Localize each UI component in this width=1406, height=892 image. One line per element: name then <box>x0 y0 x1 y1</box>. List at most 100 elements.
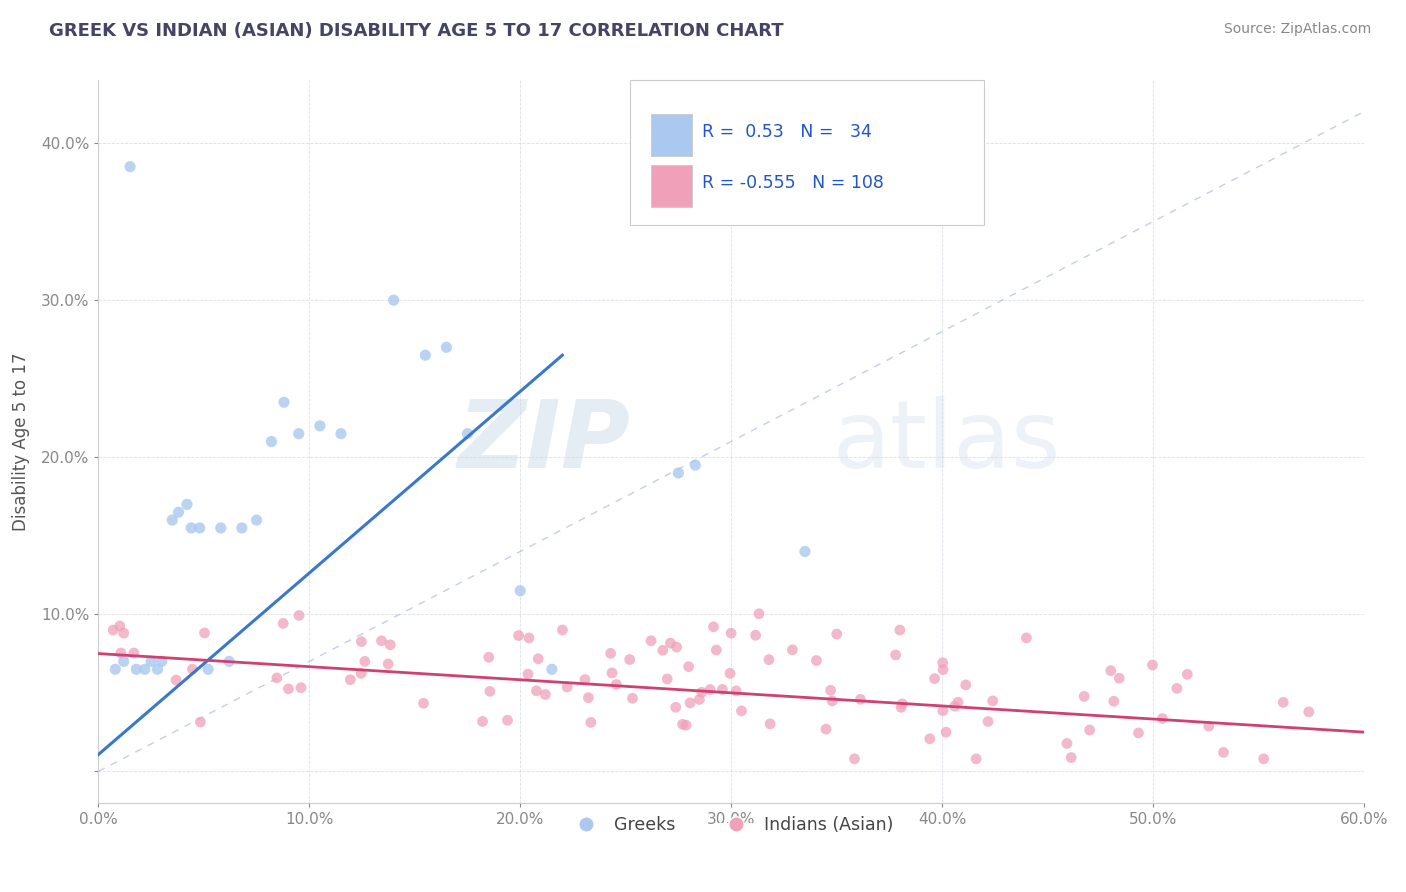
Point <box>527 652 550 666</box>
Legend: Greeks, Indians (Asian): Greeks, Indians (Asian) <box>562 809 900 841</box>
Y-axis label: Disability Age 5 to 17: Disability Age 5 to 17 <box>11 352 30 531</box>
Point <box>918 731 941 746</box>
Point <box>287 426 309 441</box>
Point <box>977 714 1000 729</box>
Point <box>1108 671 1130 685</box>
Point <box>120 160 141 174</box>
Point <box>955 678 977 692</box>
Point <box>103 623 125 637</box>
Point <box>146 662 169 676</box>
Point <box>651 643 673 657</box>
Point <box>910 199 932 213</box>
Point <box>370 633 392 648</box>
Point <box>456 426 478 441</box>
Point <box>1060 750 1083 764</box>
FancyBboxPatch shape <box>651 165 692 207</box>
Point <box>924 672 946 686</box>
Point <box>725 684 748 698</box>
Point <box>309 418 332 433</box>
Point <box>412 696 434 710</box>
Text: ZIP: ZIP <box>457 395 630 488</box>
Point <box>1128 726 1150 740</box>
Point <box>540 662 562 676</box>
Point <box>1166 681 1188 696</box>
Point <box>517 631 540 645</box>
Point <box>965 752 987 766</box>
Point <box>436 340 458 354</box>
Point <box>935 725 957 739</box>
Point <box>534 688 557 702</box>
Point <box>350 634 373 648</box>
Point <box>339 673 361 687</box>
Point <box>1253 752 1275 766</box>
Point <box>273 395 295 409</box>
Point <box>946 695 969 709</box>
Point <box>478 684 501 698</box>
Text: GREEK VS INDIAN (ASIAN) DISABILITY AGE 5 TO 17 CORRELATION CHART: GREEK VS INDIAN (ASIAN) DISABILITY AGE 5… <box>49 22 783 40</box>
Point <box>330 426 353 441</box>
Point <box>517 667 540 681</box>
Point <box>555 680 578 694</box>
Point <box>1198 719 1220 733</box>
Point <box>108 619 131 633</box>
Point <box>702 620 724 634</box>
Point <box>110 646 132 660</box>
Point <box>413 348 436 362</box>
Point <box>509 583 531 598</box>
Point <box>209 521 232 535</box>
Point <box>190 715 212 730</box>
Point <box>806 654 828 668</box>
Point <box>579 715 602 730</box>
Point <box>1073 690 1095 704</box>
Point <box>576 690 599 705</box>
Point <box>640 633 662 648</box>
Point <box>1015 631 1038 645</box>
Point <box>759 717 782 731</box>
Point <box>574 673 596 687</box>
Point <box>718 666 741 681</box>
Point <box>167 505 190 519</box>
Point <box>671 717 693 731</box>
Point <box>711 682 734 697</box>
Point <box>260 434 283 449</box>
Point <box>932 704 955 718</box>
Point <box>290 681 312 695</box>
Point <box>377 657 399 671</box>
Point <box>382 293 405 308</box>
Point <box>744 628 766 642</box>
Point <box>814 722 837 736</box>
Point <box>665 700 688 714</box>
Point <box>849 692 872 706</box>
Point <box>231 521 253 535</box>
Point <box>125 662 148 676</box>
Point <box>551 623 574 637</box>
Point <box>1152 712 1174 726</box>
Text: R =  0.53   N =   34: R = 0.53 N = 34 <box>702 123 872 141</box>
Text: R = -0.555   N = 108: R = -0.555 N = 108 <box>702 174 884 192</box>
Point <box>508 628 530 642</box>
Point <box>675 718 697 732</box>
Point <box>891 697 914 711</box>
Point <box>150 655 173 669</box>
Point <box>181 662 204 676</box>
Point <box>621 691 644 706</box>
Point <box>104 662 127 676</box>
FancyBboxPatch shape <box>651 114 692 156</box>
Point <box>1102 694 1125 708</box>
Point <box>890 700 912 714</box>
Point <box>678 659 700 673</box>
Point <box>720 626 742 640</box>
Point <box>526 683 548 698</box>
Point <box>889 623 911 637</box>
Point <box>981 694 1004 708</box>
Point <box>659 636 682 650</box>
Point <box>599 646 621 660</box>
Point <box>730 704 752 718</box>
Point <box>1078 723 1101 737</box>
Point <box>1175 667 1198 681</box>
Point <box>193 626 215 640</box>
Point <box>793 544 815 558</box>
Point <box>288 608 311 623</box>
Point <box>844 752 866 766</box>
Point <box>884 648 907 662</box>
